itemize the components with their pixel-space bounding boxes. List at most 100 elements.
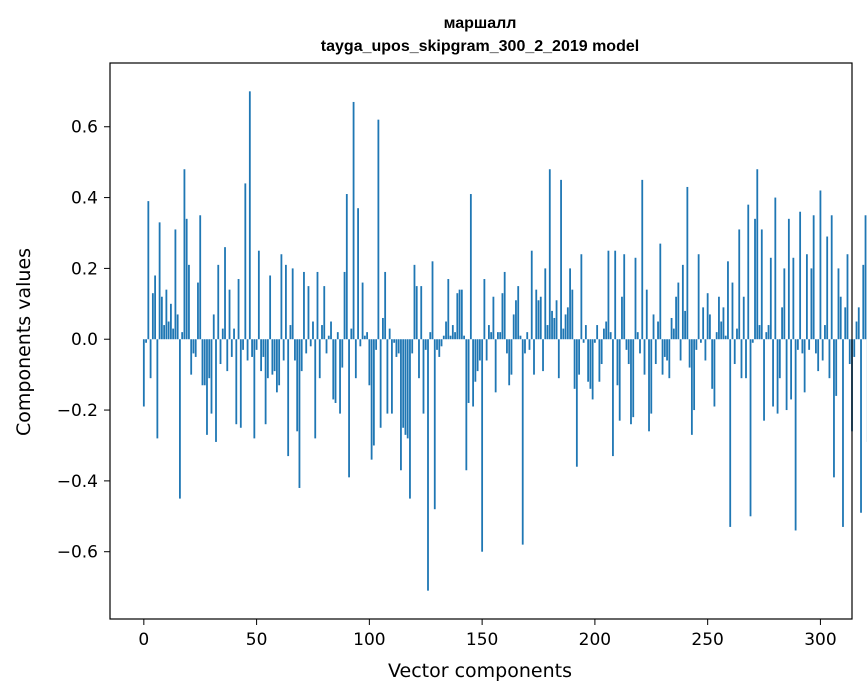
bar bbox=[174, 229, 177, 340]
bar bbox=[510, 339, 513, 375]
bar bbox=[163, 325, 166, 340]
bar bbox=[794, 339, 797, 531]
bar bbox=[384, 271, 387, 340]
bar bbox=[571, 289, 574, 340]
bar bbox=[271, 339, 274, 375]
y-tick-label: 0.2 bbox=[71, 259, 98, 279]
bar bbox=[345, 194, 348, 340]
bar bbox=[359, 339, 362, 347]
bar bbox=[147, 201, 150, 340]
bar bbox=[255, 339, 258, 350]
y-axis-label: Components values bbox=[13, 248, 35, 436]
bar bbox=[485, 339, 488, 361]
bar bbox=[506, 339, 508, 354]
bar bbox=[643, 339, 646, 375]
bar bbox=[515, 300, 517, 340]
bar bbox=[855, 321, 858, 340]
bar bbox=[835, 339, 838, 396]
bar bbox=[400, 339, 402, 471]
bar bbox=[792, 257, 795, 340]
bar bbox=[704, 339, 707, 361]
bar bbox=[165, 289, 168, 340]
bar bbox=[212, 314, 215, 340]
bar bbox=[431, 261, 434, 340]
x-axis-ticks: 0 50 100 150 200 250 300 bbox=[138, 619, 837, 650]
bar bbox=[321, 325, 323, 340]
bar bbox=[269, 275, 272, 340]
bar bbox=[257, 250, 260, 340]
bar bbox=[760, 229, 763, 340]
bar bbox=[508, 339, 511, 386]
bar bbox=[442, 335, 445, 340]
bar bbox=[718, 296, 720, 340]
bar bbox=[465, 339, 468, 471]
bar bbox=[278, 339, 281, 386]
bar bbox=[275, 339, 278, 393]
bar bbox=[609, 332, 612, 340]
bar bbox=[607, 250, 610, 340]
bar bbox=[327, 335, 330, 340]
bar bbox=[208, 339, 211, 379]
bar bbox=[542, 339, 544, 372]
bar bbox=[402, 339, 405, 428]
bar bbox=[476, 339, 479, 372]
bar bbox=[731, 282, 734, 340]
bar bbox=[142, 339, 145, 407]
bar bbox=[503, 271, 506, 340]
bar bbox=[206, 339, 208, 435]
bar bbox=[285, 264, 287, 340]
bar bbox=[711, 339, 714, 389]
bar bbox=[215, 339, 217, 442]
bar bbox=[524, 339, 526, 354]
bar bbox=[578, 339, 581, 375]
bar bbox=[363, 335, 366, 340]
bar bbox=[239, 339, 242, 428]
bar bbox=[787, 218, 790, 340]
bar bbox=[167, 321, 170, 340]
bar bbox=[194, 339, 197, 357]
bar bbox=[483, 279, 486, 340]
bar bbox=[348, 339, 350, 478]
bar bbox=[451, 325, 454, 340]
bar bbox=[785, 339, 788, 411]
bar bbox=[844, 307, 847, 340]
bar bbox=[706, 293, 709, 340]
bar bbox=[562, 328, 565, 340]
bar bbox=[438, 339, 441, 357]
bar bbox=[713, 339, 716, 407]
bar bbox=[248, 91, 251, 340]
bar bbox=[242, 339, 244, 350]
bar bbox=[210, 339, 213, 414]
x-tick-label: 0 bbox=[138, 630, 149, 650]
bar bbox=[727, 261, 729, 340]
bar bbox=[287, 339, 290, 457]
bar bbox=[325, 339, 328, 354]
bar bbox=[219, 339, 222, 365]
bar bbox=[675, 296, 677, 340]
bar bbox=[679, 339, 682, 361]
bar bbox=[427, 339, 429, 591]
y-tick-label: 0.4 bbox=[71, 189, 98, 209]
bar bbox=[621, 296, 623, 340]
bar bbox=[805, 254, 808, 340]
bar bbox=[582, 339, 585, 343]
bar bbox=[526, 332, 529, 340]
bar bbox=[357, 208, 359, 340]
bar bbox=[172, 328, 175, 340]
bar bbox=[316, 271, 319, 340]
bar bbox=[546, 325, 549, 340]
bar-series bbox=[142, 91, 867, 591]
bar bbox=[566, 307, 569, 340]
bar bbox=[418, 339, 420, 379]
bar bbox=[169, 303, 172, 340]
bar bbox=[803, 339, 806, 393]
bar bbox=[853, 339, 856, 357]
bar bbox=[584, 325, 587, 340]
bar bbox=[612, 339, 614, 457]
bar bbox=[799, 211, 802, 340]
bar bbox=[575, 339, 578, 467]
bar bbox=[769, 257, 772, 340]
bar bbox=[253, 339, 256, 439]
bar bbox=[747, 204, 750, 340]
